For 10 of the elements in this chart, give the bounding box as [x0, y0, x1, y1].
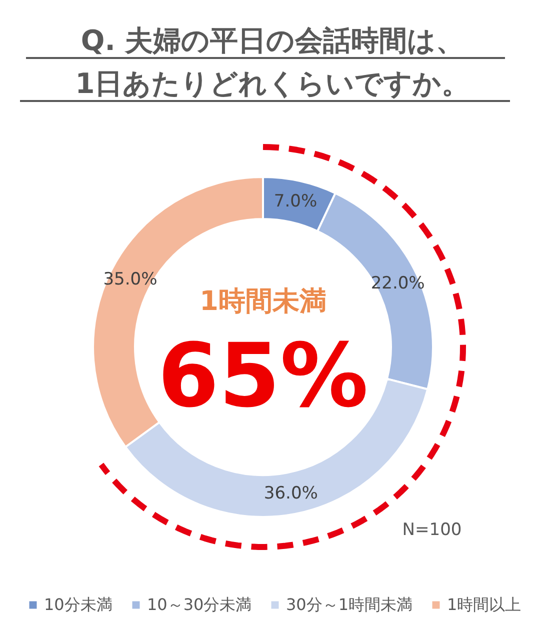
data-label: 36.0%: [264, 483, 318, 504]
chart-title: Q. 夫婦の平日の会話時間は、 1日あたりどれくらいですか。: [75, 24, 470, 100]
legend-label: 1時間以上: [447, 595, 522, 614]
legend-label: 30分～1時間未満: [286, 595, 413, 614]
text: 1時間未満: [200, 286, 326, 317]
text: N=100: [402, 520, 462, 540]
data-label: 7.0%: [274, 192, 318, 212]
text: 65%: [158, 324, 368, 427]
legend-label: 10～30分未満: [147, 595, 252, 614]
legend-label: 10分未満: [44, 595, 112, 614]
